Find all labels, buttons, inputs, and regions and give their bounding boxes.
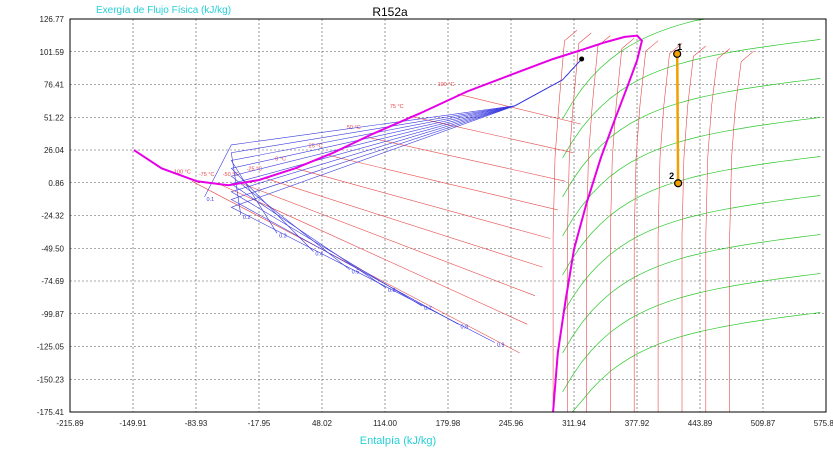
isotherm-line xyxy=(266,178,543,268)
isobar-line xyxy=(562,117,821,237)
x-tick-label: 311.94 xyxy=(562,419,586,428)
x-tick-label: -17.95 xyxy=(248,419,271,428)
isotherm-label: 25 °C xyxy=(309,143,323,149)
isobar-line xyxy=(562,78,821,198)
y-tick-label: -74.69 xyxy=(41,277,64,286)
quality-label: 0.4 xyxy=(315,251,323,257)
isotherm-line xyxy=(328,155,558,211)
isotherm-label: -25 °C xyxy=(247,167,263,173)
quality-label: 0.9 xyxy=(497,343,505,349)
y-tick-label: -150.23 xyxy=(37,375,65,384)
isotherm-line xyxy=(610,37,635,412)
y-axis-title: Exergía de Flujo Física (kJ/kg) xyxy=(96,5,231,16)
x-tick-label: -83.93 xyxy=(185,419,208,428)
quality-label: 0.7 xyxy=(424,306,432,312)
isotherm-label: -75 °C xyxy=(199,172,215,178)
x-axis-title: Entalpía (kJ/kg) xyxy=(360,435,436,447)
y-tick-label: 51.22 xyxy=(44,113,65,122)
quality-label: 0.1 xyxy=(207,197,215,203)
isotherm-label: 75 °C xyxy=(390,104,404,110)
isobar-line xyxy=(562,156,821,276)
x-tick-label: 575.85 xyxy=(814,419,833,428)
isotherm-line xyxy=(295,168,551,239)
y-tick-label: -175.41 xyxy=(37,408,65,417)
isotherm-line xyxy=(705,48,730,412)
isotherm-line xyxy=(681,45,706,412)
isotherm-line xyxy=(633,40,659,412)
isotherm-label: -100 °C xyxy=(172,169,191,175)
isotherm-line xyxy=(657,43,683,412)
isotherm-line xyxy=(552,30,578,412)
y-tick-label: -99.87 xyxy=(41,310,64,319)
x-tick-label: 114.00 xyxy=(373,419,397,428)
quality-label: 0.8 xyxy=(461,324,469,330)
critical-point xyxy=(579,56,585,62)
x-tick-labels: -215.89 -149.91 -83.93 -17.95 48.02 114.00 179… xyxy=(56,419,833,428)
x-tick-label: 377.92 xyxy=(625,419,650,428)
isotherm-line xyxy=(567,32,592,412)
isotherm-label: 100 °C xyxy=(438,82,455,88)
y-tick-label: 0.86 xyxy=(48,179,64,188)
y-tick-label: -49.50 xyxy=(41,244,64,253)
quality-label: 0.6 xyxy=(388,288,396,294)
quality-label: 0.5 xyxy=(352,270,360,276)
x-tick-label: 245.96 xyxy=(499,419,524,428)
isobar-line xyxy=(562,273,821,393)
y-tick-label: 26.04 xyxy=(44,146,65,155)
state-point-1 xyxy=(673,49,682,58)
y-tick-label: 76.41 xyxy=(44,81,65,90)
isotherm-line xyxy=(729,50,754,412)
x-tick-label: 509.87 xyxy=(751,419,776,428)
isotherm-label: 0 °C xyxy=(275,156,286,162)
isobar-line xyxy=(562,312,821,413)
saturation-dome xyxy=(133,34,643,412)
isotherm-line xyxy=(191,181,520,354)
x-tick-label: -215.89 xyxy=(56,419,84,428)
process-line xyxy=(675,53,680,184)
x-tick-label: 48.02 xyxy=(312,419,333,428)
y-tick-label: -125.05 xyxy=(37,343,65,352)
x-tick-label: 443.89 xyxy=(688,419,713,428)
saturation-curve xyxy=(133,34,643,412)
quality-label: 0.3 xyxy=(279,233,287,239)
process-path: 12 xyxy=(669,42,683,188)
state-point-2 xyxy=(674,179,683,188)
isotherm-line xyxy=(409,115,574,153)
isobar-line xyxy=(562,195,821,315)
y-tick-label: 126.77 xyxy=(40,15,65,24)
state-point-label-2: 2 xyxy=(669,171,674,181)
chart-title: R152a xyxy=(372,5,408,19)
x-tick-label: 179.98 xyxy=(436,419,461,428)
isotherm-line xyxy=(457,93,581,125)
state-point-label-1: 1 xyxy=(677,42,682,52)
isotherm-line xyxy=(242,183,536,296)
y-tick-label: -24.32 xyxy=(41,212,64,221)
y-tick-labels: 126.77 101.59 76.41 51.22 26.04 0.86 -24.32 -49… xyxy=(37,15,65,417)
isotherm-line xyxy=(366,136,566,182)
quality-line xyxy=(230,58,582,343)
x-tick-label: -149.91 xyxy=(119,419,147,428)
isotherm-label: -50 °C xyxy=(223,172,239,178)
quality-label: 0.2 xyxy=(243,215,251,221)
isobar-line xyxy=(562,39,821,159)
plot-frame xyxy=(69,18,827,413)
y-tick-label: 101.59 xyxy=(40,48,65,57)
isobar-line xyxy=(562,234,821,354)
